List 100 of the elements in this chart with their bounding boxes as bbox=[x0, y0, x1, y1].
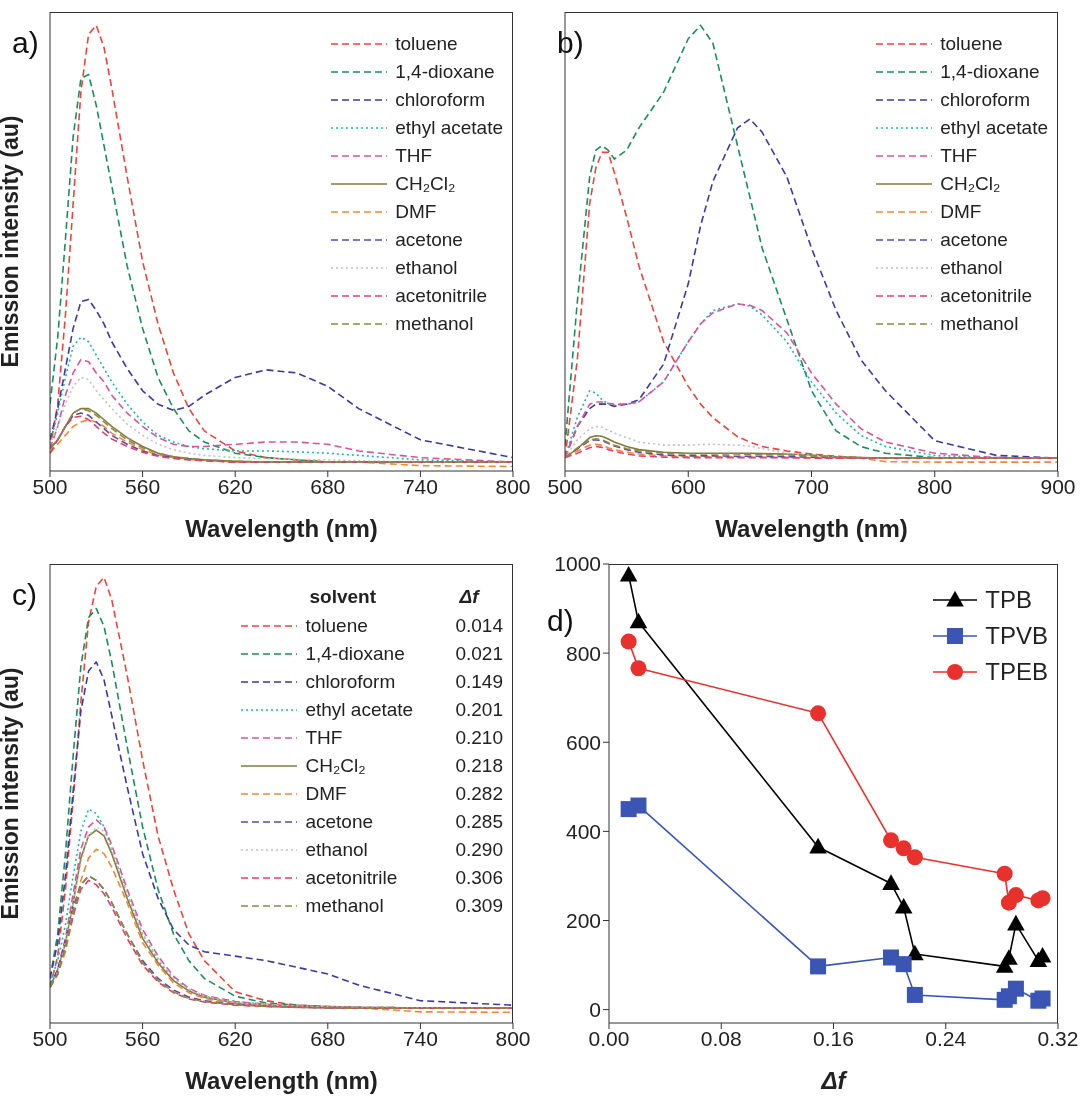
legend-label: ethyl acetate bbox=[305, 699, 415, 721]
point bbox=[906, 986, 923, 1003]
annotation: Δf bbox=[459, 586, 479, 608]
point bbox=[996, 865, 1013, 882]
legend-label: acetone bbox=[305, 811, 375, 833]
legend-label: TPVB bbox=[985, 622, 1048, 650]
legend-label: ethanol bbox=[940, 257, 1003, 279]
legend-label: chloroform bbox=[395, 89, 485, 111]
annotation: 0.014 bbox=[455, 615, 503, 637]
x-tick-label: 600 bbox=[670, 474, 706, 498]
annotation: 0.282 bbox=[455, 783, 503, 805]
legend-label: toluene bbox=[395, 33, 458, 55]
legend-label: acetone bbox=[395, 229, 463, 251]
legend-label: acetonitrile bbox=[395, 285, 488, 307]
point bbox=[1007, 980, 1024, 997]
x-tick-label: 0.16 bbox=[813, 1026, 854, 1050]
point bbox=[630, 660, 647, 677]
legend-label: CH₂Cl₂ bbox=[305, 755, 367, 777]
x-axis-title: Δf bbox=[820, 1067, 848, 1094]
point bbox=[1034, 890, 1051, 907]
point bbox=[906, 849, 923, 866]
chart-title: a) bbox=[12, 26, 39, 60]
legend-label: chloroform bbox=[305, 671, 397, 693]
point bbox=[883, 832, 900, 849]
chart-title: c) bbox=[12, 578, 37, 612]
x-tick-label: 0.32 bbox=[1037, 1026, 1079, 1050]
point bbox=[809, 837, 827, 854]
legend-label: acetonitrile bbox=[940, 285, 1033, 307]
x-tick-label: 620 bbox=[217, 474, 253, 498]
annotation: 0.210 bbox=[455, 727, 503, 749]
legend-label: ethanol bbox=[395, 257, 458, 279]
x-tick-label: 740 bbox=[402, 1026, 438, 1050]
legend-label: ethanol bbox=[305, 839, 369, 861]
point bbox=[810, 705, 827, 722]
x-tick-label: 0.08 bbox=[700, 1026, 742, 1050]
point bbox=[895, 956, 912, 973]
annotation: 0.290 bbox=[455, 839, 503, 861]
legend-label: 1,4-dioxane bbox=[305, 643, 406, 665]
x-tick-label: 620 bbox=[217, 1026, 253, 1050]
y-tick-label: 0 bbox=[589, 998, 601, 1022]
legend-label: ethyl acetate bbox=[395, 117, 503, 139]
point bbox=[619, 565, 638, 582]
legend-label: TPB bbox=[985, 586, 1032, 614]
legend-label: DMF bbox=[395, 201, 437, 223]
legend-label: CH₂Cl₂ bbox=[395, 173, 456, 195]
y-axis-title: Emission intensity (au) bbox=[0, 667, 24, 920]
y-tick-label: 400 bbox=[565, 819, 601, 843]
legend-label: chloroform bbox=[940, 89, 1030, 111]
point bbox=[620, 633, 637, 650]
legend-label: methanol bbox=[305, 895, 385, 917]
point bbox=[895, 840, 912, 857]
legend-label: CH₂Cl₂ bbox=[940, 173, 1001, 195]
x-tick-label: 500 bbox=[32, 474, 68, 498]
x-tick-label: 500 bbox=[547, 474, 583, 498]
y-tick-label: 800 bbox=[565, 641, 601, 665]
legend-label: DMF bbox=[305, 783, 348, 805]
point bbox=[1007, 887, 1024, 904]
y-tick-label: 1000 bbox=[554, 552, 601, 576]
annotation: 0.021 bbox=[455, 643, 503, 665]
point bbox=[1007, 914, 1025, 931]
legend-label: 1,4-dioxane bbox=[395, 61, 495, 83]
legend-label: toluene bbox=[940, 33, 1003, 55]
annotation: 0.149 bbox=[455, 671, 503, 693]
legend-label: methanol bbox=[940, 313, 1019, 335]
annotation: 0.201 bbox=[455, 699, 503, 721]
legend-label: THF bbox=[395, 145, 433, 167]
legend-label: ethyl acetate bbox=[940, 117, 1048, 139]
y-tick-label: 200 bbox=[565, 908, 601, 932]
x-tick-label: 900 bbox=[1040, 474, 1076, 498]
text: d) bbox=[547, 604, 574, 638]
legend-label: TPEB bbox=[985, 658, 1048, 686]
x-tick-label: 680 bbox=[310, 474, 346, 498]
annotation: 0.306 bbox=[455, 867, 503, 889]
x-tick-label: 560 bbox=[125, 474, 161, 498]
annotation: 0.285 bbox=[455, 811, 503, 833]
x-axis-title: Wavelength (nm) bbox=[185, 515, 378, 542]
legend-title: solvent bbox=[309, 586, 377, 608]
point bbox=[1034, 990, 1051, 1007]
x-axis-title: Wavelength (nm) bbox=[715, 515, 908, 542]
legend-label: methanol bbox=[395, 313, 474, 335]
x-axis-title: Wavelength (nm) bbox=[185, 1067, 378, 1094]
legend-label: DMF bbox=[940, 201, 982, 223]
x-tick-label: 0.00 bbox=[588, 1026, 630, 1050]
y-tick-label: 600 bbox=[565, 730, 601, 754]
annotation: 0.309 bbox=[455, 895, 503, 917]
point bbox=[629, 612, 648, 629]
point bbox=[882, 874, 900, 890]
x-tick-label: 740 bbox=[402, 474, 438, 498]
chart-title: b) bbox=[557, 26, 584, 60]
legend-label: THF bbox=[305, 727, 344, 749]
x-tick-label: 500 bbox=[32, 1026, 68, 1050]
x-tick-label: 680 bbox=[310, 1026, 346, 1050]
legend-label: THF bbox=[940, 145, 978, 167]
point bbox=[1000, 949, 1018, 965]
x-tick-label: 800 bbox=[917, 474, 953, 498]
point bbox=[894, 897, 913, 914]
x-tick-label: 700 bbox=[793, 474, 830, 498]
legend-label: toluene bbox=[305, 615, 369, 637]
x-tick-label: 800 bbox=[495, 1026, 531, 1050]
point bbox=[810, 958, 827, 975]
